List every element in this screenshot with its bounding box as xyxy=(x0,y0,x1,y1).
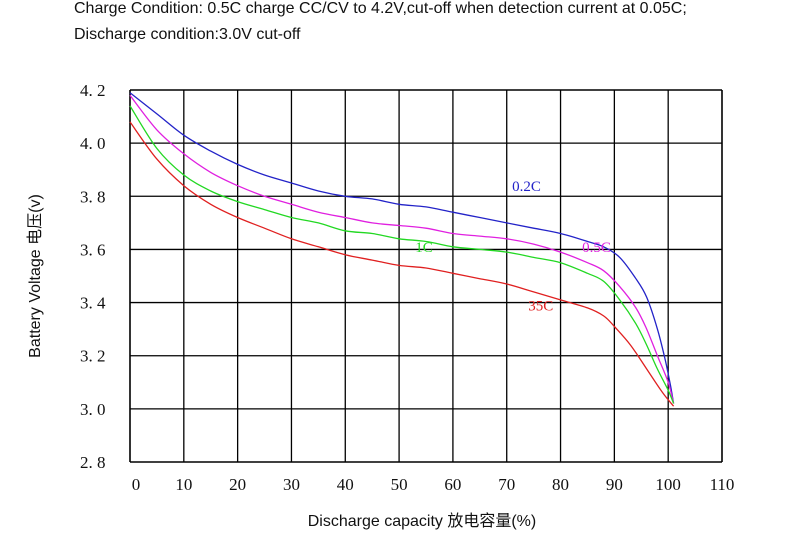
series-labels: 0.2C 0.5C 1C 35C xyxy=(415,179,611,315)
series-line-35C xyxy=(129,121,675,407)
series-line-0.2C xyxy=(129,92,675,404)
y-tick-label: 3. 0 xyxy=(80,400,106,419)
y-tick-label: 3. 4 xyxy=(80,294,106,313)
y-tick-label: 3. 8 xyxy=(80,187,106,206)
x-tick-label: 30 xyxy=(283,475,300,494)
axis-ticks: 0 10 20 30 40 50 60 70 80 90 100 110 4. 2 4. 0 3. 8 3. … xyxy=(80,81,734,494)
x-tick-label: 0 xyxy=(132,475,141,494)
series-lines xyxy=(129,92,675,407)
series-label-0.5C: 0.5C xyxy=(582,240,611,256)
y-tick-label: 3. 2 xyxy=(80,347,106,366)
x-axis-label: Discharge capacity 放电容量(%) xyxy=(308,512,537,530)
y-tick-label: 4. 0 xyxy=(80,134,106,153)
x-tick-label: 50 xyxy=(391,475,408,494)
chart-grid xyxy=(129,89,723,463)
y-tick-label: 3. 6 xyxy=(80,240,106,259)
x-tick-label: 110 xyxy=(710,475,735,494)
discharge-condition-text: Discharge condition:3.0V cut-off xyxy=(74,26,301,43)
series-line-1C xyxy=(129,105,675,404)
series-label-0.2C: 0.2C xyxy=(512,179,541,195)
series-line-0.5C xyxy=(129,94,675,404)
x-tick-label: 10 xyxy=(175,475,192,494)
series-label-1C: 1C xyxy=(415,240,433,256)
y-tick-label: 4. 2 xyxy=(80,81,106,100)
series-label-35C: 35C xyxy=(528,299,553,315)
x-tick-label: 40 xyxy=(337,475,354,494)
y-axis-label: Battery Voltage 电压(v) xyxy=(26,194,44,358)
x-tick-label: 20 xyxy=(229,475,246,494)
x-tick-label: 90 xyxy=(606,475,623,494)
x-tick-label: 70 xyxy=(498,475,515,494)
x-tick-label: 100 xyxy=(655,475,681,494)
x-tick-label: 80 xyxy=(552,475,569,494)
y-tick-label: 2. 8 xyxy=(80,453,106,472)
x-tick-label: 60 xyxy=(444,475,461,494)
charge-condition-text: Charge Condition: 0.5C charge CC/CV to 4… xyxy=(74,0,687,17)
